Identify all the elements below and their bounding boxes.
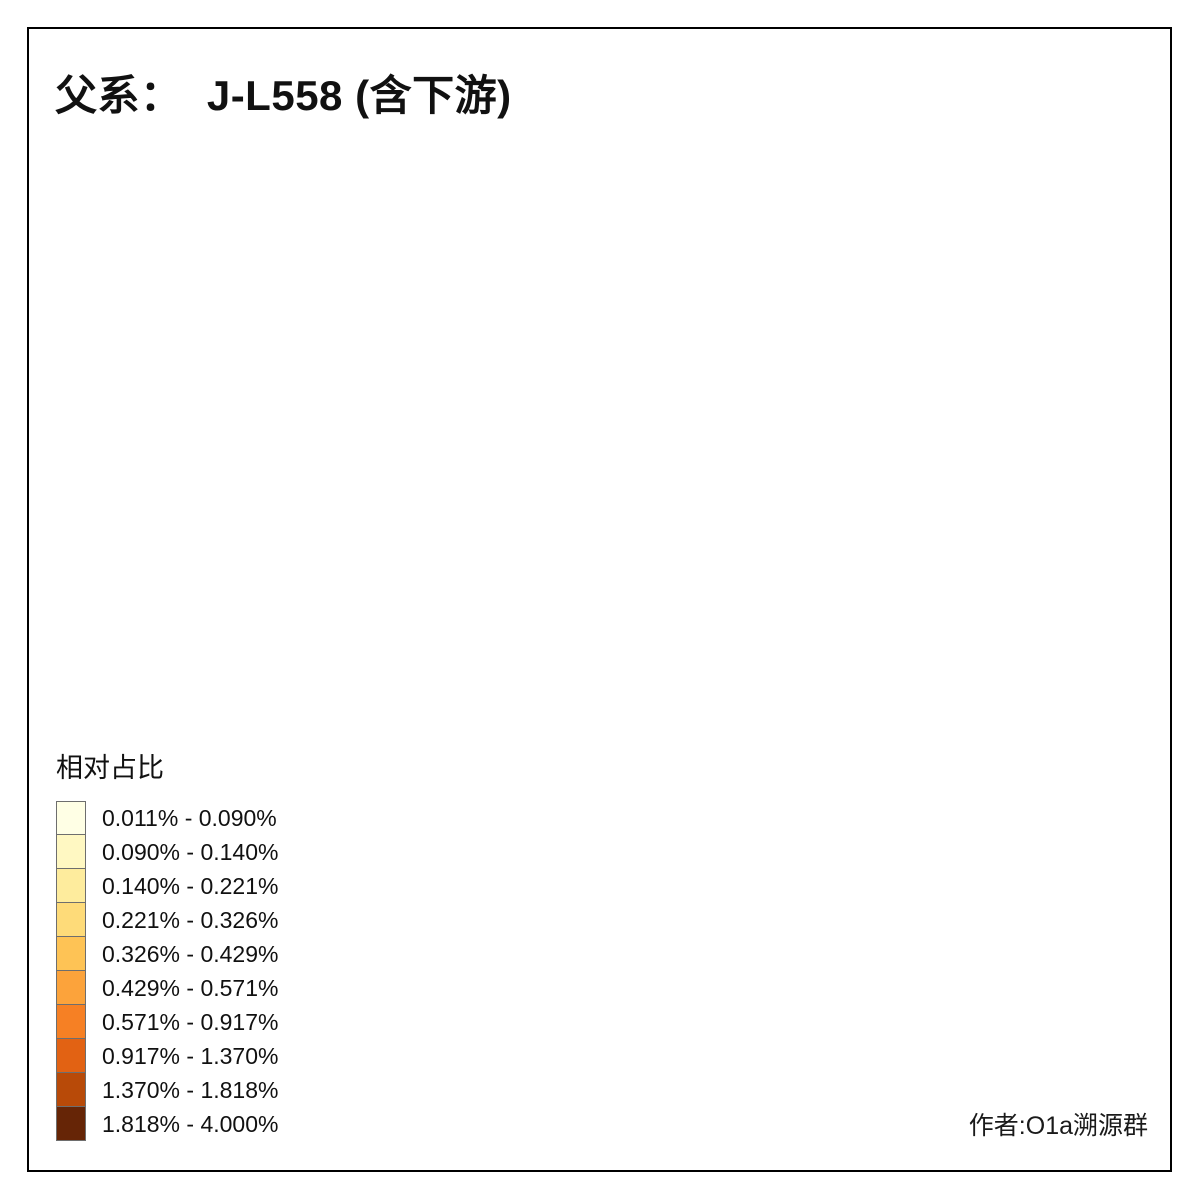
legend-row: 0.917% - 1.370% [56,1039,278,1073]
legend-label: 0.221% - 0.326% [102,906,279,933]
legend-label: 0.140% - 0.221% [102,872,279,899]
legend-swatch [56,801,86,835]
legend-row: 1.370% - 1.818% [56,1073,278,1107]
legend-swatch [56,971,86,1005]
legend-row: 0.090% - 0.140% [56,835,278,869]
legend-swatch [56,835,86,869]
map-title: 父系： J-L558 (含下游) [55,72,512,119]
legend-row: 0.011% - 0.090% [56,801,278,835]
legend-label: 1.818% - 4.000% [102,1110,279,1137]
legend-label: 0.326% - 0.429% [102,940,279,967]
legend-swatch [56,1107,86,1141]
legend-swatch [56,1039,86,1073]
legend-row: 0.429% - 0.571% [56,971,278,1005]
legend-label: 0.429% - 0.571% [102,974,279,1001]
legend-row: 0.221% - 0.326% [56,903,278,937]
legend-label: 1.370% - 1.818% [102,1076,279,1103]
legend-swatch [56,869,86,903]
legend: 相对占比 0.011% - 0.090% 0.090% - 0.140% 0.140… [56,746,278,1141]
legend-swatch [56,937,86,971]
legend-label: 0.917% - 1.370% [102,1042,279,1069]
legend-row: 0.326% - 0.429% [56,937,278,971]
attribution: 作者:O1a溯源群 [968,1112,1148,1140]
legend-label: 0.090% - 0.140% [102,838,279,865]
legend-rows: 0.011% - 0.090% 0.090% - 0.140% 0.140% - 0… [56,801,278,1141]
legend-label: 0.011% - 0.090% [102,804,277,831]
legend-swatch [56,1073,86,1107]
legend-swatch [56,903,86,937]
plot-frame [27,27,1172,1172]
legend-row: 0.571% - 0.917% [56,1005,278,1039]
legend-row: 1.818% - 4.000% [56,1107,278,1141]
legend-title: 相对占比 [56,753,164,783]
legend-swatch [56,1005,86,1039]
legend-row: 0.140% - 0.221% [56,869,278,903]
legend-label: 0.571% - 0.917% [102,1008,279,1035]
